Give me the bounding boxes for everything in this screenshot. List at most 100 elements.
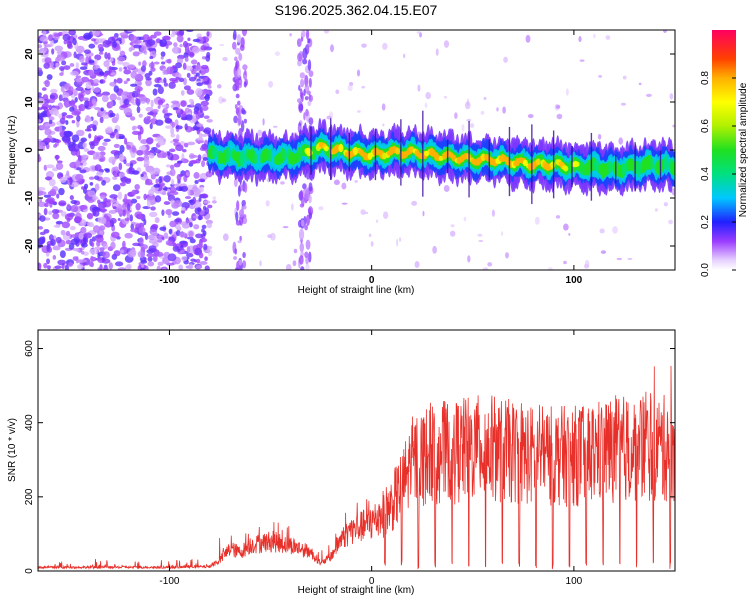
noise-speckle	[148, 62, 155, 69]
noise-speckle	[153, 31, 162, 36]
noise-speckle	[203, 115, 210, 120]
noise-speckle	[60, 229, 66, 236]
noise-speckle	[64, 264, 69, 270]
noise-speckle	[196, 82, 203, 87]
noise-speckle	[124, 217, 130, 222]
noise-speckle	[233, 115, 238, 124]
noise-speckle	[123, 69, 132, 75]
noise-speckle	[534, 216, 540, 225]
noise-speckle	[76, 114, 81, 122]
noise-speckle	[77, 259, 87, 263]
noise-speckle	[108, 156, 117, 164]
noise-speckle	[129, 214, 134, 222]
noise-speckle	[238, 209, 245, 218]
noise-speckle	[136, 106, 141, 114]
noise-speckle	[88, 69, 95, 76]
noise-speckle	[152, 88, 158, 96]
noise-speckle	[235, 93, 240, 99]
noise-speckle	[178, 187, 183, 192]
noise-speckle	[44, 176, 53, 181]
noise-speckle	[598, 74, 603, 78]
signal-blob	[563, 165, 569, 172]
noise-speckle	[370, 241, 374, 247]
noise-speckle	[44, 44, 48, 53]
signal-blob	[671, 162, 675, 176]
noise-speckle	[382, 211, 389, 219]
noise-speckle	[129, 162, 134, 168]
noise-speckle	[308, 211, 313, 220]
noise-speckle	[202, 157, 208, 161]
noise-speckle	[38, 141, 44, 148]
noise-speckle	[417, 84, 421, 92]
noise-speckle	[119, 153, 125, 161]
noise-speckle	[147, 111, 155, 116]
noise-speckle	[86, 222, 91, 226]
noise-speckle	[198, 252, 204, 259]
noise-speckle	[43, 62, 50, 69]
noise-speckle	[201, 224, 207, 230]
spectrogram-signal-band	[207, 110, 675, 205]
noise-speckle	[299, 189, 304, 201]
noise-speckle	[154, 195, 162, 203]
noise-speckle	[483, 97, 487, 101]
noise-speckle	[155, 119, 164, 126]
noise-speckle	[179, 249, 185, 254]
noise-speckle	[110, 231, 120, 238]
noise-speckle	[333, 179, 340, 186]
noise-speckle	[302, 58, 308, 65]
colorbar-ticks: 0.0 0.2 0.4 0.6 0.8	[700, 71, 736, 277]
noise-speckle	[136, 195, 141, 200]
noise-speckle	[58, 200, 67, 207]
noise-speckle	[360, 209, 366, 216]
noise-speckle	[51, 209, 60, 214]
noise-speckle	[169, 164, 175, 170]
noise-speckle	[39, 231, 46, 236]
noise-speckle	[107, 52, 111, 60]
noise-speckle	[136, 149, 144, 156]
noise-speckle	[163, 201, 171, 205]
noise-speckle	[113, 166, 119, 172]
signal-blob	[267, 148, 273, 163]
noise-speckle	[161, 104, 170, 108]
noise-speckle	[305, 239, 311, 250]
noise-speckle	[94, 183, 100, 191]
noise-speckle	[195, 88, 203, 97]
noise-speckle	[48, 98, 55, 104]
noise-speckle	[138, 237, 144, 245]
noise-speckle	[368, 233, 372, 238]
noise-speckle	[627, 257, 633, 260]
noise-speckle	[84, 116, 92, 123]
noise-speckle	[167, 253, 177, 262]
noise-speckle	[257, 129, 263, 137]
noise-speckle	[187, 188, 191, 197]
noise-speckle	[304, 74, 309, 87]
noise-speckle	[75, 248, 80, 252]
noise-speckle	[308, 182, 313, 192]
noise-speckle	[435, 48, 439, 56]
noise-speckle	[450, 224, 455, 228]
noise-speckle	[94, 58, 98, 66]
noise-speckle	[142, 60, 147, 67]
noise-speckle	[43, 137, 52, 143]
colorbar-tick-label: 0.0	[700, 263, 711, 277]
noise-speckle	[115, 131, 120, 140]
noise-speckle	[63, 130, 72, 138]
noise-speckle	[123, 159, 127, 165]
noise-speckle	[65, 239, 72, 245]
noise-speckle	[62, 33, 71, 42]
noise-speckle	[89, 182, 94, 186]
noise-speckle	[612, 226, 618, 234]
noise-speckle	[152, 113, 157, 118]
x-tick-label: 100	[566, 576, 583, 587]
noise-speckle	[116, 96, 122, 101]
noise-speckle	[112, 205, 117, 210]
noise-speckle	[97, 267, 103, 270]
noise-speckle	[201, 143, 208, 150]
noise-speckle	[118, 135, 125, 140]
noise-speckle	[241, 107, 246, 114]
noise-speckle	[171, 30, 176, 36]
noise-speckle	[491, 209, 495, 217]
noise-speckle	[308, 117, 314, 125]
noise-speckle	[299, 72, 306, 79]
noise-speckle	[175, 76, 180, 81]
